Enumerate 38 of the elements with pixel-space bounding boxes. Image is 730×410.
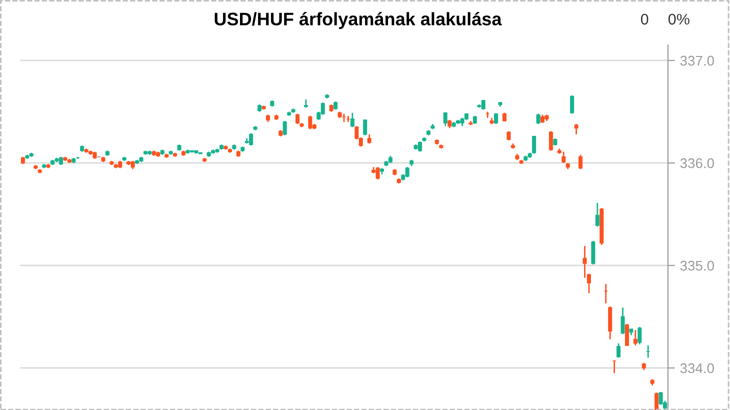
candlestick xyxy=(578,154,583,170)
candlestick xyxy=(620,306,625,335)
candlestick xyxy=(624,323,629,346)
candlestick xyxy=(506,130,511,142)
candlestick xyxy=(616,342,621,358)
candlestick xyxy=(595,202,600,228)
candlestick xyxy=(296,113,300,125)
candlestick xyxy=(494,113,498,125)
candlestick xyxy=(481,100,486,110)
text: 0 xyxy=(640,14,648,25)
candlestick xyxy=(376,166,380,180)
candlestick xyxy=(418,140,422,152)
candlestick xyxy=(654,392,659,410)
candlestick xyxy=(548,130,553,152)
candlestick xyxy=(591,240,596,266)
candlestick xyxy=(363,119,368,136)
text: 0% xyxy=(668,14,690,25)
candlestick xyxy=(282,120,287,136)
candlestick xyxy=(536,113,540,125)
y-tick-label: 334.0 xyxy=(680,363,714,374)
candlestick xyxy=(350,112,354,128)
candlestick xyxy=(367,134,372,144)
candlestick xyxy=(562,151,566,164)
candlestick xyxy=(608,306,612,340)
y-tick-label: 337.0 xyxy=(680,56,714,66)
candlestick xyxy=(308,115,312,130)
candlestick xyxy=(658,392,663,406)
y-tick-label: 336.0 xyxy=(680,158,714,168)
candlestick xyxy=(532,136,536,154)
candlestick xyxy=(633,329,638,346)
candlestick xyxy=(638,326,642,346)
candlestick xyxy=(405,166,410,178)
candlestick xyxy=(574,123,578,135)
candlestick xyxy=(570,94,574,114)
candlestick xyxy=(443,112,448,127)
chart-title: USD/HUF árfolyamának alakulása xyxy=(214,12,502,29)
candlestick xyxy=(249,132,254,146)
y-tick-label: 335.0 xyxy=(680,260,714,271)
